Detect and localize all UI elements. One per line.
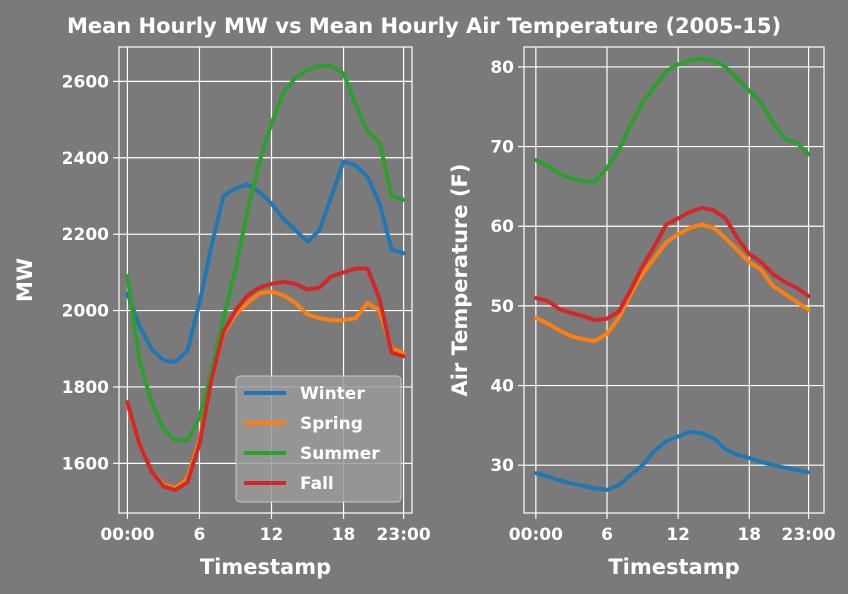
chart2-x-tick-label: 00:00 bbox=[509, 525, 563, 545]
chart1-legend-label-summer: Summer bbox=[300, 444, 380, 464]
chart2-y-tick-label: 30 bbox=[490, 456, 514, 476]
chart2-series-spring-line bbox=[533, 222, 811, 343]
chart2-plot-frame bbox=[523, 46, 825, 514]
chart1-series-fall-line bbox=[125, 266, 406, 493]
chart1-x-tick-label: 23:00 bbox=[377, 525, 431, 545]
chart-title: Mean Hourly MW vs Mean Hourly Air Temper… bbox=[67, 14, 781, 38]
chart2-x-tick-label: 12 bbox=[666, 525, 690, 545]
chart2-x-tick-label: 23:00 bbox=[782, 525, 836, 545]
chart2-y-tick-label: 60 bbox=[490, 217, 514, 237]
chart1-y-tick-label: 1800 bbox=[62, 378, 109, 398]
chart2-y-tick-label: 70 bbox=[490, 138, 514, 158]
chart1-x-tick-label: 12 bbox=[260, 525, 284, 545]
chart1-y-axis-label: MW bbox=[13, 258, 37, 302]
chart1-legend-label-winter: Winter bbox=[300, 384, 365, 404]
chart1-y-tick-label: 2000 bbox=[62, 302, 109, 322]
chart2-series-summer-line bbox=[533, 56, 811, 184]
chart2-x-axis-label: Timestamp bbox=[608, 555, 739, 579]
chart1-x-tick-label: 00:00 bbox=[100, 525, 154, 545]
chart1-y-tick-label: 1600 bbox=[62, 454, 109, 474]
chart2-x-tick-label: 18 bbox=[737, 525, 761, 545]
chart2-x-tick-label: 6 bbox=[601, 525, 613, 545]
chart1-series-summer-line bbox=[125, 64, 406, 443]
chart2-series-winter-line bbox=[533, 429, 811, 492]
chart2-y-tick-label: 80 bbox=[490, 58, 514, 78]
chart1-legend-label-spring: Spring bbox=[300, 414, 363, 434]
chart1-x-tick-label: 18 bbox=[332, 525, 356, 545]
chart1-x-tick-label: 6 bbox=[194, 525, 206, 545]
chart1-y-tick-label: 2400 bbox=[62, 149, 109, 169]
chart1-plot-frame bbox=[118, 46, 413, 514]
chart2-y-tick-label: 50 bbox=[490, 297, 514, 317]
chart1-y-tick-label: 2600 bbox=[62, 72, 109, 92]
chart1-legend-label-fall: Fall bbox=[300, 474, 334, 494]
chart2-y-axis-label: Air Temperature (F) bbox=[448, 163, 472, 396]
chart1-x-axis-label: Timestamp bbox=[200, 555, 331, 579]
chart2-series-fall-line bbox=[533, 205, 811, 323]
chart1-series-winter-line bbox=[125, 159, 406, 365]
chart2-y-tick-label: 40 bbox=[490, 377, 514, 397]
chart1-y-tick-label: 2200 bbox=[62, 225, 109, 245]
chart1-legend-box bbox=[235, 375, 402, 503]
